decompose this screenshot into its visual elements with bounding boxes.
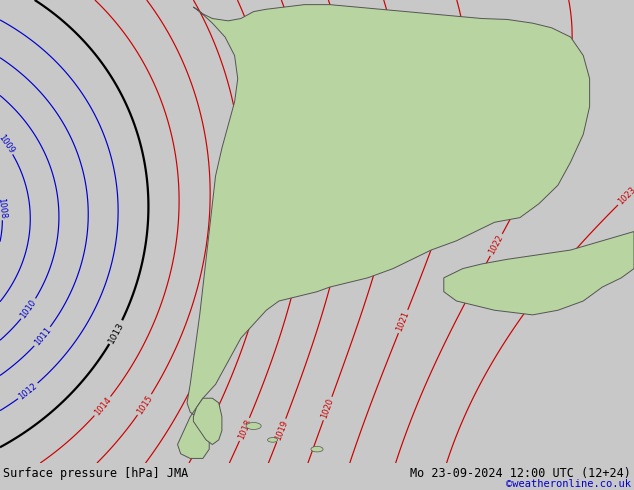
Polygon shape [193, 398, 222, 444]
Text: 1016: 1016 [204, 331, 219, 354]
Polygon shape [246, 422, 261, 429]
Text: 1010: 1010 [19, 297, 39, 320]
Text: 1015: 1015 [135, 393, 154, 416]
Text: 1017: 1017 [192, 430, 210, 452]
Text: 1019: 1019 [273, 419, 289, 442]
Polygon shape [311, 446, 323, 452]
Text: 1020: 1020 [320, 397, 335, 420]
Text: 1008: 1008 [0, 196, 8, 219]
Text: ©weatheronline.co.uk: ©weatheronline.co.uk [506, 479, 631, 489]
Polygon shape [268, 438, 278, 442]
Text: 1009: 1009 [0, 133, 16, 155]
Text: 1022: 1022 [488, 234, 505, 256]
Text: 1021: 1021 [395, 310, 411, 333]
Text: 1018: 1018 [236, 418, 253, 441]
Text: 1012: 1012 [17, 381, 39, 401]
Text: 1013: 1013 [107, 320, 126, 344]
Text: 1014: 1014 [93, 395, 113, 417]
Text: 1023: 1023 [616, 186, 634, 207]
Polygon shape [444, 232, 634, 315]
Text: 1011: 1011 [32, 326, 53, 347]
Text: Mo 23-09-2024 12:00 UTC (12+24): Mo 23-09-2024 12:00 UTC (12+24) [410, 467, 631, 480]
Text: Surface pressure [hPa] JMA: Surface pressure [hPa] JMA [3, 467, 188, 480]
Polygon shape [178, 4, 590, 459]
